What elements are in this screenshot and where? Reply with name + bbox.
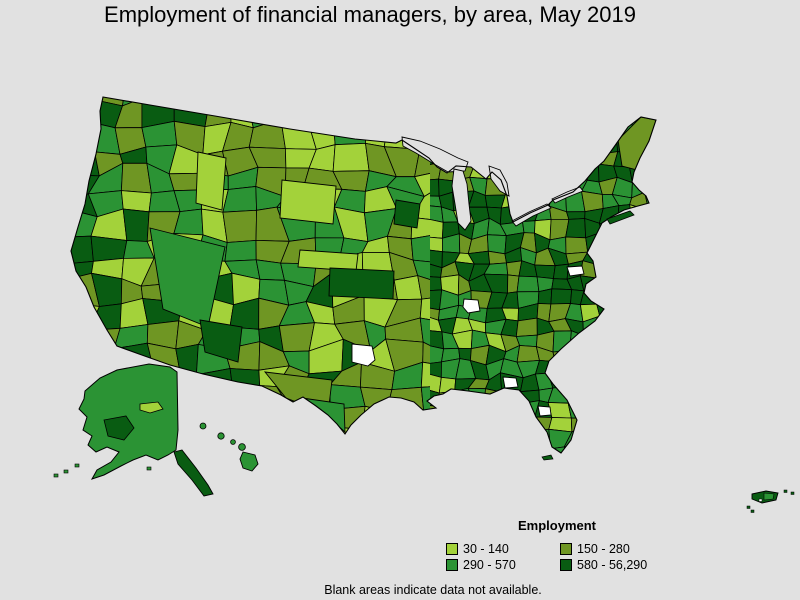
legend-color-swatch	[446, 543, 458, 555]
legend-item-label: 30 - 140	[463, 542, 509, 556]
area-florida-keys	[541, 454, 554, 461]
area-arizona	[199, 319, 243, 363]
map-legend: Employment 30 - 140 150 - 280 290 - 570 …	[446, 518, 668, 572]
area-south-dakota	[279, 179, 337, 225]
legend-color-swatch	[560, 543, 572, 555]
blank-areas	[351, 265, 585, 417]
area-long-island	[606, 210, 635, 225]
page-title: Employment of financial managers, by are…	[104, 2, 636, 27]
hawaii	[199, 422, 259, 472]
legend-item: 30 - 140	[446, 542, 558, 556]
alaska	[53, 363, 214, 497]
legend-item-label: 290 - 570	[463, 558, 516, 572]
legend-title: Employment	[517, 518, 596, 533]
legend-color-swatch	[560, 559, 572, 571]
legend-item: 290 - 570	[446, 558, 558, 572]
legend-items: 30 - 140 150 - 280 290 - 570 580 - 56,29…	[446, 542, 668, 572]
area-eastern-oregon	[195, 151, 227, 211]
area-minneapolis	[393, 199, 421, 229]
legend-item-label: 150 - 280	[577, 542, 630, 556]
contiguous-us-outline	[70, 96, 657, 454]
area-south-texas	[301, 397, 346, 434]
legend-item: 150 - 280	[560, 542, 668, 556]
puerto-rico	[746, 489, 795, 513]
area-kansas	[328, 267, 395, 300]
great-lakes	[401, 136, 584, 231]
area-maine	[617, 116, 656, 171]
footnote: Blank areas indicate data not available.	[324, 583, 542, 597]
legend-item-label: 580 - 56,290	[577, 558, 648, 572]
legend-item: 580 - 56,290	[560, 558, 668, 572]
legend-color-swatch	[446, 559, 458, 571]
area-nebraska	[297, 249, 359, 272]
